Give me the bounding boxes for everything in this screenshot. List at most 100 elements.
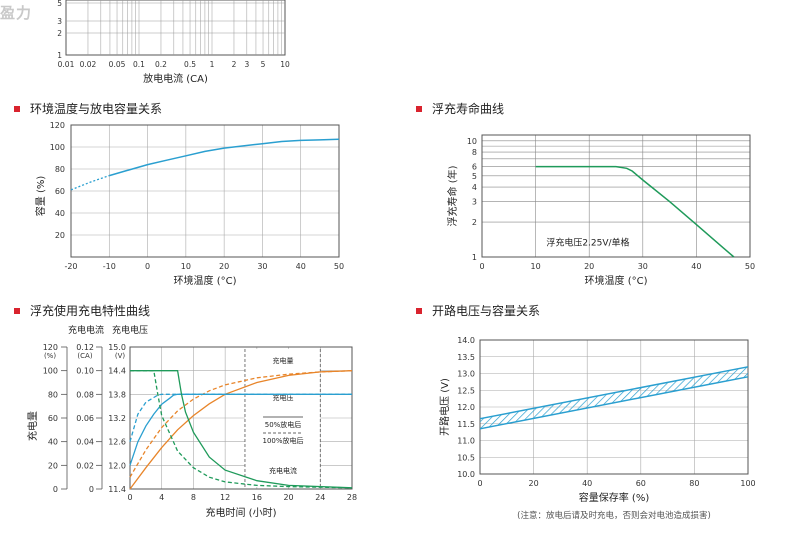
v-tick-label: 15.0 xyxy=(108,343,126,352)
v-tick-label: 13.8 xyxy=(108,390,126,399)
x-tick-label: 0 xyxy=(479,262,484,271)
legend-current: 充电电流 xyxy=(269,466,297,475)
x-tick-label: 40 xyxy=(691,262,701,271)
v-tick-label: 14.4 xyxy=(108,367,126,376)
unit-pct: (%) xyxy=(44,352,56,360)
y-tick-label: 10.5 xyxy=(457,453,475,462)
y-tick-label: 40 xyxy=(55,209,65,218)
x-tick-label: 0.05 xyxy=(109,60,126,69)
annotation-text: 浮充电压2.25V/单格 xyxy=(546,237,629,249)
y-tick-label: 2 xyxy=(472,218,477,227)
capacity-line xyxy=(109,138,340,177)
x-tick-label: 20 xyxy=(529,479,539,488)
section-title-ocv-capacity: 开路电压与容量关系 xyxy=(416,302,540,319)
legend-charge: 充电量 xyxy=(273,356,294,365)
band-upper-line xyxy=(479,366,749,420)
y-tick-label: 12.0 xyxy=(457,403,475,412)
x-tick-label: 24 xyxy=(315,493,325,502)
y-axis-title: 浮充寿命 (年) xyxy=(446,165,459,226)
unit-v: (V) xyxy=(115,352,126,360)
ocv-capacity-chart: 0 20 40 60 80 100 10.0 10.5 11.0 11.5 12.0 12.5 13.0… xyxy=(438,336,756,521)
v-tick-label: 12.0 xyxy=(108,461,126,470)
legend-100-discharge: 100%放电后 xyxy=(263,436,304,445)
x-tick-label: 8 xyxy=(191,493,196,502)
x-tick-label: 0.1 xyxy=(133,60,145,69)
y-tick-label: 10 xyxy=(467,137,477,146)
y-tick-label: 3 xyxy=(57,17,62,26)
ca-tick-label: 0 xyxy=(89,485,94,494)
x-axis-title: 环境温度 (°C) xyxy=(585,274,648,287)
section-title-float-charge: 浮充使用充电特性曲线 xyxy=(14,302,150,319)
pct-tick-label: 80 xyxy=(48,390,58,399)
y-tick-label: 6 xyxy=(472,163,477,172)
x-tick-label: 0.2 xyxy=(155,60,167,69)
x-tick-label: -20 xyxy=(64,262,77,271)
y-tick-label: 80 xyxy=(55,165,65,174)
x-tick-label: 3 xyxy=(244,60,249,69)
y-tick-label: 10.0 xyxy=(457,470,475,479)
x-tick-label: 0.02 xyxy=(80,60,97,69)
life-line xyxy=(535,165,735,258)
axis-header-current: 充电电流 xyxy=(68,324,104,336)
x-tick-label: 16 xyxy=(252,493,262,502)
x-tick-label: 50 xyxy=(745,262,755,271)
x-tick-label: 30 xyxy=(638,262,648,271)
charge-current-line-50 xyxy=(130,370,353,489)
section-title-text: 环境温度与放电容量关系 xyxy=(30,102,163,116)
y-tick-label: 5 xyxy=(472,172,477,181)
y-tick-label: 60 xyxy=(55,187,65,196)
y-tick-label: 11.5 xyxy=(457,420,475,429)
plot-frame xyxy=(70,124,340,258)
section-title-float-life: 浮充寿命曲线 xyxy=(416,100,504,117)
pct-tick-label: 100 xyxy=(43,367,58,376)
ca-tick-label: 0.06 xyxy=(76,414,94,423)
x-axis-title: 放电电流 (CA) xyxy=(143,72,208,85)
y-tick-label: 12.5 xyxy=(457,386,475,395)
x-tick-label: 40 xyxy=(296,262,306,271)
y-tick-label: 4 xyxy=(472,183,477,192)
y-tick-label: 20 xyxy=(55,231,65,240)
x-tick-label: -10 xyxy=(103,262,116,271)
band-lower-line xyxy=(479,376,749,430)
footnote: (注意：放电后请及时充电，否则会对电池造成损害) xyxy=(517,510,711,521)
x-axis-title: 充电时间 (小时) xyxy=(206,506,277,519)
pct-tick-label: 40 xyxy=(48,438,58,447)
float-charge-chart: 充电电流 充电电压(%) (CA) (V)1201008060402000.120.1… xyxy=(26,324,357,519)
pct-tick-label: 60 xyxy=(48,414,58,423)
v-tick-label: 13.2 xyxy=(108,414,126,423)
watermark: 盈力 xyxy=(0,4,33,22)
v-tick-label: 12.6 xyxy=(108,438,126,447)
section-title-temp-capacity: 环境温度与放电容量关系 xyxy=(14,100,162,117)
voltage-band xyxy=(480,366,748,429)
ca-tick-label: 0.12 xyxy=(76,343,94,352)
legend-box xyxy=(244,349,321,487)
x-tick-label: 4 xyxy=(159,493,164,502)
y-tick-label: 13.0 xyxy=(457,370,475,379)
y-tick-label: 11.0 xyxy=(457,437,475,446)
ca-tick-label: 0.04 xyxy=(76,438,94,447)
charge-voltage-line-50 xyxy=(129,393,352,442)
y-axis-title: 开路电压 (V) xyxy=(438,378,451,436)
section-title-text: 浮充寿命曲线 xyxy=(432,102,505,116)
pct-tick-label: 120 xyxy=(43,343,58,352)
plot-frame xyxy=(481,134,751,258)
x-tick-label: 10 xyxy=(181,262,191,271)
y-tick-label: 14.0 xyxy=(457,336,475,345)
temp-capacity-chart: -20 -10 0 10 20 30 40 50 20 40 60 80 100 120 环境温度 (°C)… xyxy=(34,121,344,287)
x-tick-label: 5 xyxy=(261,60,266,69)
x-tick-label: 50 xyxy=(334,262,344,271)
x-tick-label: 100 xyxy=(740,479,755,488)
y-tick-label: 13.5 xyxy=(457,353,475,362)
x-tick-label: 30 xyxy=(257,262,267,271)
x-tick-label: 10 xyxy=(280,60,290,69)
x-tick-label: 80 xyxy=(689,479,699,488)
x-tick-label: 0 xyxy=(127,493,132,502)
y-axis-title: 充电量 xyxy=(26,411,39,441)
y-tick-label: 8 xyxy=(472,148,477,157)
section-title-text: 开路电压与容量关系 xyxy=(432,304,541,318)
y-tick-label: 2 xyxy=(57,29,62,38)
y-tick-label: 120 xyxy=(50,121,65,130)
ca-tick-label: 0.02 xyxy=(76,461,94,470)
